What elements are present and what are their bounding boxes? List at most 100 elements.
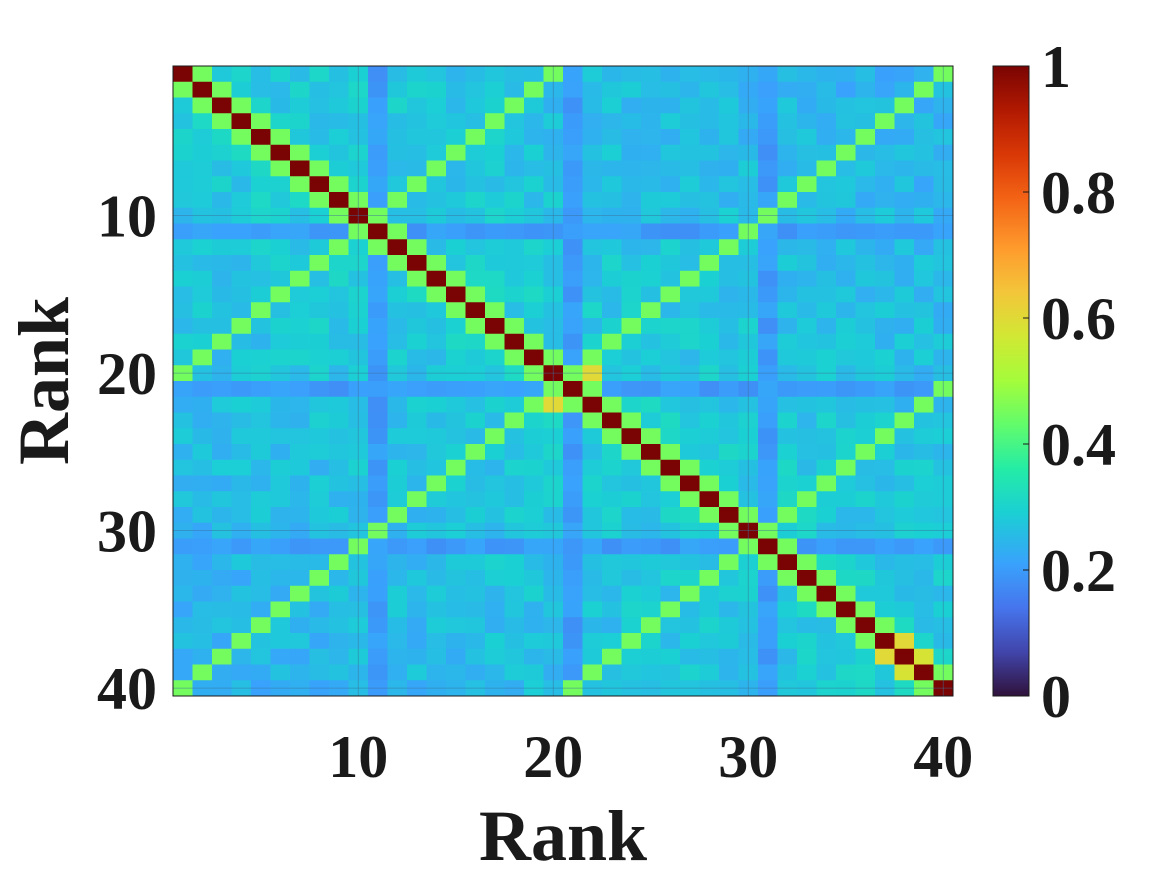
heatmap-cell	[719, 570, 739, 587]
heatmap-cell	[329, 554, 349, 571]
heatmap-cell	[894, 81, 915, 98]
heatmap-cell	[621, 302, 642, 319]
heatmap-cell	[524, 192, 544, 209]
heatmap-cell	[777, 270, 798, 287]
heatmap-cell	[719, 160, 739, 177]
heatmap-cell	[465, 333, 486, 350]
heatmap-cell	[465, 176, 486, 193]
heatmap-cell	[641, 554, 661, 571]
heatmap-cell	[446, 585, 466, 602]
heatmap-cell	[192, 97, 213, 114]
heatmap-cell	[680, 333, 700, 350]
heatmap-cell	[173, 129, 193, 146]
heatmap-cell	[270, 648, 291, 665]
heatmap-cell	[387, 302, 408, 319]
heatmap-cell	[660, 491, 681, 508]
heatmap-cell	[660, 113, 681, 130]
heatmap-cell	[719, 381, 739, 398]
heatmap-cell	[797, 444, 817, 461]
heatmap-cell	[329, 585, 349, 602]
heatmap-cell	[602, 396, 622, 413]
heatmap-cell	[426, 333, 447, 350]
heatmap-cell	[914, 381, 934, 398]
heatmap-cell	[251, 192, 271, 209]
heatmap-cell	[426, 570, 447, 587]
heatmap-cell	[563, 648, 583, 665]
heatmap-cell	[329, 97, 349, 114]
heatmap-cell	[894, 648, 915, 665]
heatmap-cell	[192, 192, 213, 209]
heatmap-cell	[660, 648, 681, 665]
heatmap-cell	[641, 302, 661, 319]
heatmap-cell	[680, 601, 700, 618]
heatmap-cell	[777, 412, 798, 429]
heatmap-cell	[719, 428, 739, 445]
heatmap-cell	[602, 585, 622, 602]
heatmap-cell	[758, 428, 778, 445]
heatmap-cell	[173, 302, 193, 319]
heatmap-cell	[426, 664, 447, 681]
heatmap-cell	[524, 349, 544, 366]
heatmap-cell	[368, 664, 388, 681]
heatmap-cell	[368, 554, 388, 571]
heatmap-cell	[660, 554, 681, 571]
heatmap-cell	[875, 144, 895, 161]
heatmap-cell	[192, 129, 213, 146]
heatmap-cell	[797, 648, 817, 665]
heatmap-cell	[173, 97, 193, 114]
heatmap-cell	[836, 286, 856, 303]
heatmap-cell	[387, 239, 408, 256]
heatmap-cell	[212, 601, 232, 618]
heatmap-cell	[446, 129, 466, 146]
heatmap-cell	[836, 255, 856, 272]
heatmap-cell	[504, 113, 525, 130]
heatmap-cell	[231, 144, 252, 161]
heatmap-cell	[212, 270, 232, 287]
heatmap-cell	[563, 396, 583, 413]
heatmap-cell	[719, 318, 739, 335]
heatmap-cell	[446, 507, 466, 524]
heatmap-cell	[875, 444, 895, 461]
heatmap-cell	[914, 333, 934, 350]
heatmap-cell	[504, 318, 525, 335]
heatmap-cell	[875, 302, 895, 319]
heatmap-cell	[309, 396, 330, 413]
heatmap-cell	[894, 538, 915, 555]
heatmap-cell	[914, 176, 934, 193]
heatmap-cell	[387, 444, 408, 461]
heatmap-cell	[485, 286, 505, 303]
heatmap-cell	[875, 255, 895, 272]
heatmap-cell	[797, 144, 817, 161]
heatmap-cell	[426, 129, 447, 146]
heatmap-cell	[368, 444, 388, 461]
heatmap-cell	[290, 444, 310, 461]
heatmap-cell	[641, 601, 661, 618]
heatmap-cell	[173, 270, 193, 287]
heatmap-cell	[329, 459, 349, 476]
heatmap-cell	[719, 66, 739, 83]
y-tick-label: 10	[97, 184, 157, 250]
heatmap-cell	[563, 412, 583, 429]
heatmap-cell	[212, 176, 232, 193]
heatmap-cell	[173, 664, 193, 681]
heatmap-cell	[777, 585, 798, 602]
heatmap-cell	[231, 255, 252, 272]
heatmap-cell	[309, 302, 330, 319]
heatmap-cell	[641, 176, 661, 193]
heatmap-cell	[855, 554, 876, 571]
heatmap-cell	[660, 97, 681, 114]
heatmap-cell	[660, 570, 681, 587]
heatmap-cell	[582, 81, 603, 98]
heatmap-cell	[758, 192, 778, 209]
x-tick-label: 20	[523, 724, 583, 790]
heatmap-cell	[914, 81, 934, 98]
heatmap-cell	[563, 475, 583, 492]
heatmap-cell	[465, 66, 486, 83]
heatmap-cell	[251, 66, 271, 83]
heatmap-cell	[582, 491, 603, 508]
heatmap-cell	[582, 538, 603, 555]
heatmap-cell	[719, 144, 739, 161]
heatmap-cell	[777, 66, 798, 83]
heatmap-cell	[914, 129, 934, 146]
heatmap-cell	[465, 585, 486, 602]
